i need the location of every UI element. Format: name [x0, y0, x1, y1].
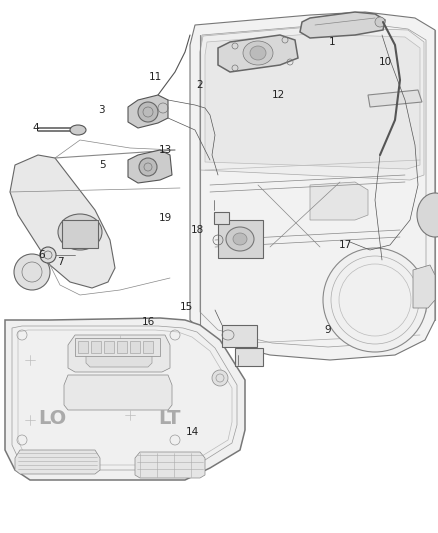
- Polygon shape: [135, 452, 205, 478]
- Text: 17: 17: [339, 240, 352, 250]
- Text: 1: 1: [328, 37, 336, 47]
- Ellipse shape: [226, 227, 254, 251]
- Bar: [222, 325, 257, 347]
- Bar: [130, 341, 140, 353]
- Ellipse shape: [323, 248, 427, 352]
- Ellipse shape: [375, 17, 385, 27]
- Ellipse shape: [417, 193, 438, 237]
- Text: 11: 11: [148, 72, 162, 82]
- Ellipse shape: [58, 214, 102, 250]
- Text: 19: 19: [159, 213, 172, 223]
- Bar: [75, 338, 160, 356]
- Ellipse shape: [138, 102, 158, 122]
- Polygon shape: [68, 335, 170, 372]
- Polygon shape: [86, 348, 152, 367]
- Ellipse shape: [243, 41, 273, 65]
- Bar: [214, 212, 229, 224]
- Polygon shape: [10, 155, 115, 288]
- Bar: [78, 341, 88, 353]
- Polygon shape: [128, 95, 168, 128]
- Text: 16: 16: [141, 317, 155, 327]
- Ellipse shape: [250, 46, 266, 60]
- Text: 14: 14: [185, 427, 198, 437]
- Polygon shape: [300, 12, 385, 38]
- Text: 7: 7: [57, 257, 64, 267]
- Text: 15: 15: [180, 302, 193, 312]
- Text: 10: 10: [378, 57, 392, 67]
- Text: 5: 5: [99, 160, 105, 170]
- Text: LO: LO: [38, 408, 66, 427]
- Text: 9: 9: [325, 325, 331, 335]
- Text: 3: 3: [98, 105, 104, 115]
- Polygon shape: [205, 34, 420, 169]
- Bar: [143, 341, 153, 353]
- Text: LT: LT: [159, 408, 181, 427]
- Bar: [235, 348, 263, 366]
- Bar: [117, 341, 127, 353]
- Polygon shape: [310, 182, 368, 220]
- Ellipse shape: [70, 125, 86, 135]
- Text: 12: 12: [272, 90, 285, 100]
- Polygon shape: [5, 318, 245, 480]
- Ellipse shape: [233, 233, 247, 245]
- Text: 2: 2: [197, 80, 203, 90]
- Polygon shape: [368, 90, 422, 107]
- Polygon shape: [15, 450, 100, 474]
- Polygon shape: [413, 265, 435, 308]
- Text: 18: 18: [191, 225, 204, 235]
- Ellipse shape: [68, 222, 92, 242]
- Text: 4: 4: [33, 123, 39, 133]
- Bar: [218, 220, 263, 258]
- Ellipse shape: [40, 247, 56, 263]
- Text: 13: 13: [159, 145, 172, 155]
- Bar: [62, 220, 98, 248]
- Ellipse shape: [14, 254, 50, 290]
- Text: 6: 6: [39, 250, 45, 260]
- Ellipse shape: [139, 158, 157, 176]
- Polygon shape: [64, 375, 172, 410]
- Polygon shape: [190, 12, 435, 360]
- Polygon shape: [128, 150, 172, 183]
- Ellipse shape: [212, 370, 228, 386]
- Bar: [91, 341, 101, 353]
- Polygon shape: [200, 27, 424, 180]
- Polygon shape: [218, 35, 298, 72]
- Bar: [104, 341, 114, 353]
